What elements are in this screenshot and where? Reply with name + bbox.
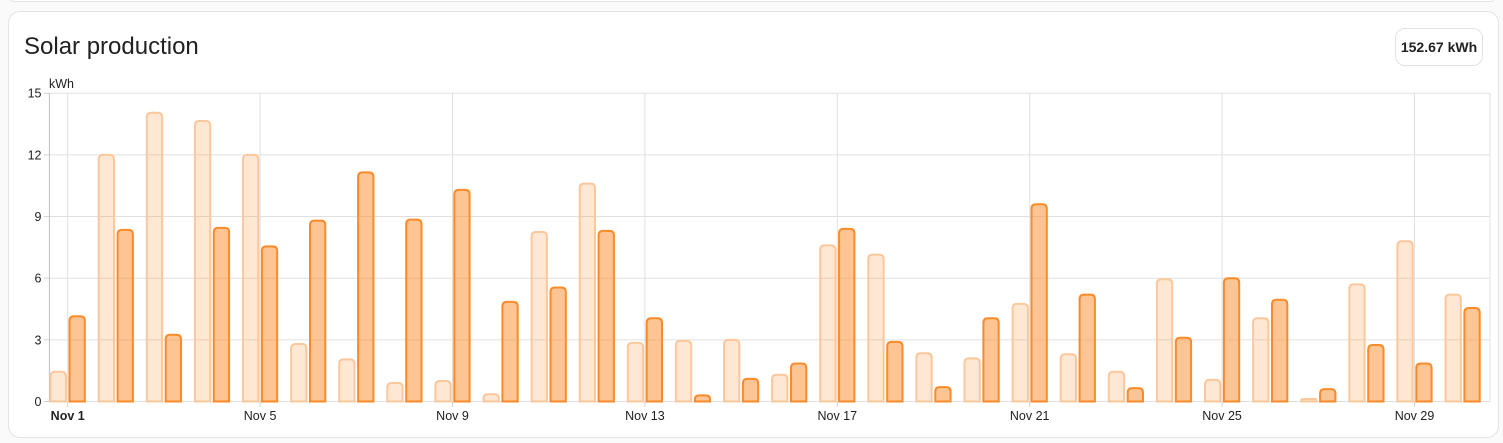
- svg-text:Nov 1: Nov 1: [51, 409, 85, 423]
- svg-text:kWh: kWh: [49, 77, 74, 91]
- svg-text:Nov 21: Nov 21: [1010, 409, 1050, 423]
- svg-text:3: 3: [35, 333, 42, 347]
- svg-text:Nov 9: Nov 9: [436, 409, 469, 423]
- svg-text:0: 0: [35, 395, 42, 409]
- svg-text:Nov 5: Nov 5: [244, 409, 277, 423]
- svg-text:6: 6: [35, 272, 42, 286]
- svg-text:Nov 17: Nov 17: [817, 409, 857, 423]
- svg-text:Nov 29: Nov 29: [1395, 409, 1435, 423]
- svg-text:9: 9: [35, 210, 42, 224]
- svg-text:Nov 13: Nov 13: [625, 409, 665, 423]
- svg-text:Nov 25: Nov 25: [1202, 409, 1242, 423]
- svg-text:12: 12: [28, 148, 42, 162]
- svg-text:15: 15: [28, 87, 42, 101]
